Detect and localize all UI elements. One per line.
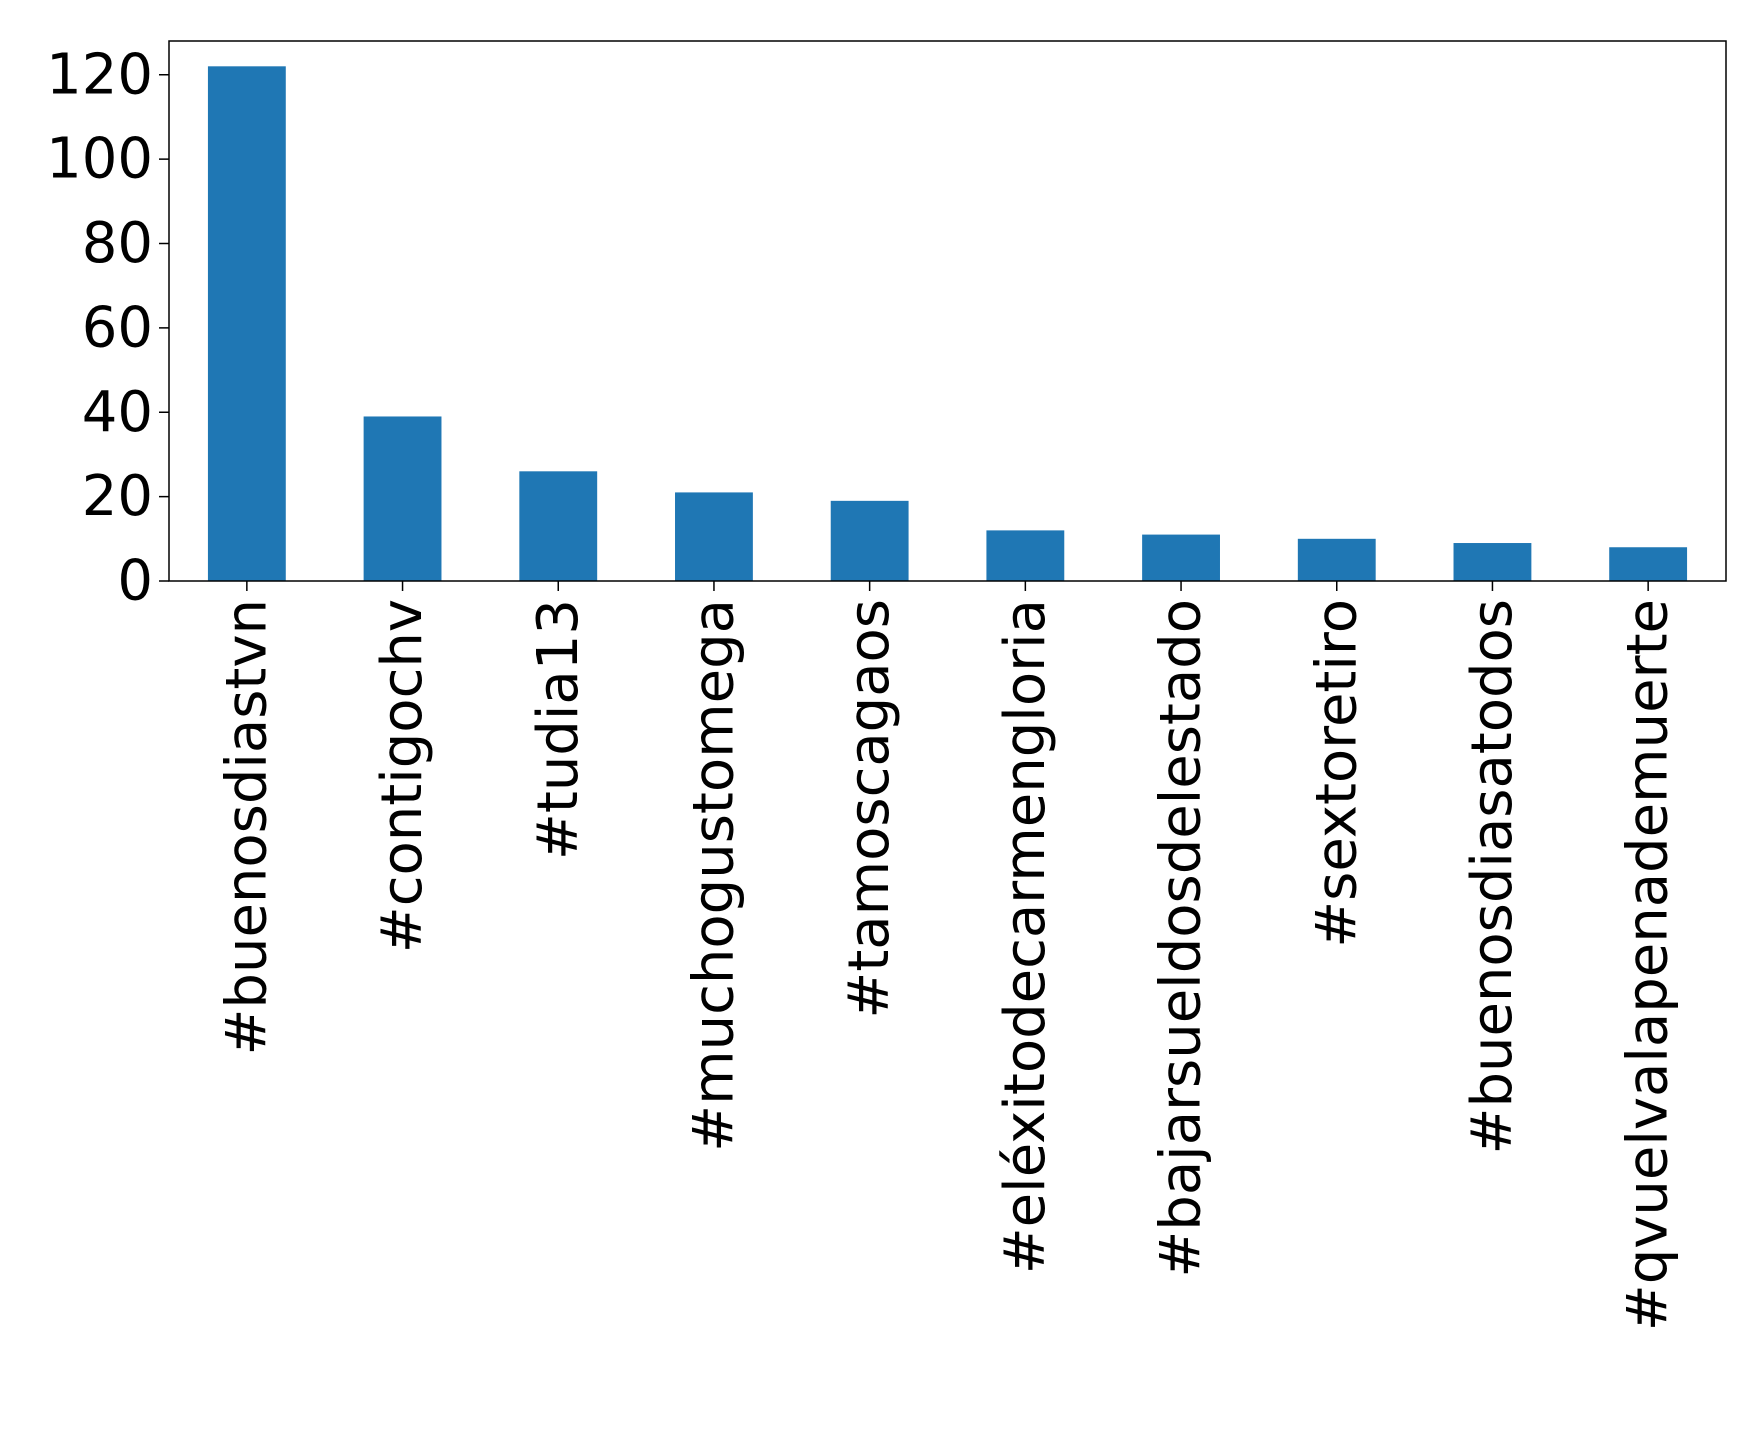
bar-3 (519, 471, 598, 581)
x-tick-label: #buenosdiastvn (214, 599, 279, 1056)
bar-4 (675, 492, 753, 581)
x-tick-label: #eléxitodecarmengloria (993, 599, 1058, 1274)
y-axis: 0 20 40 60 80 100 120 (46, 42, 169, 614)
bars-layer (207, 66, 1688, 582)
x-tick-label: #bajarsueldosdelestado (1149, 599, 1214, 1278)
y-tick-label: 60 (82, 295, 153, 360)
x-tick-label: #sextoretiro (1304, 599, 1369, 948)
y-tick-label: 80 (82, 211, 153, 276)
bar-2 (363, 416, 442, 581)
plot-frame (168, 40, 1727, 582)
x-tick-label: #muchogustomega (681, 599, 746, 1152)
bar-1 (207, 66, 286, 581)
y-tick-label: 0 (117, 549, 153, 614)
bar-8 (1297, 538, 1376, 581)
bar-7 (1142, 534, 1220, 581)
x-tick-label: #contigochv (370, 599, 435, 953)
x-axis: #buenosdiastvn #contigochv #tudia13 #muchog… (214, 581, 1681, 1331)
x-tick-label: #tudia13 (526, 599, 591, 860)
y-tick-label: 20 (82, 464, 153, 529)
bar-10 (1609, 547, 1688, 581)
x-tick-label: #tamoscagaos (837, 599, 902, 1019)
bar-9 (1453, 543, 1532, 581)
y-tick-label: 40 (82, 380, 153, 445)
y-tick-label: 120 (46, 42, 153, 107)
bar-6 (986, 530, 1065, 582)
x-tick-label: #buenosdiasatodos (1460, 599, 1525, 1154)
bar-5 (830, 500, 909, 581)
x-tick-label: #qvuelvalapenademuerte (1616, 599, 1681, 1331)
y-tick-label: 100 (46, 127, 153, 192)
